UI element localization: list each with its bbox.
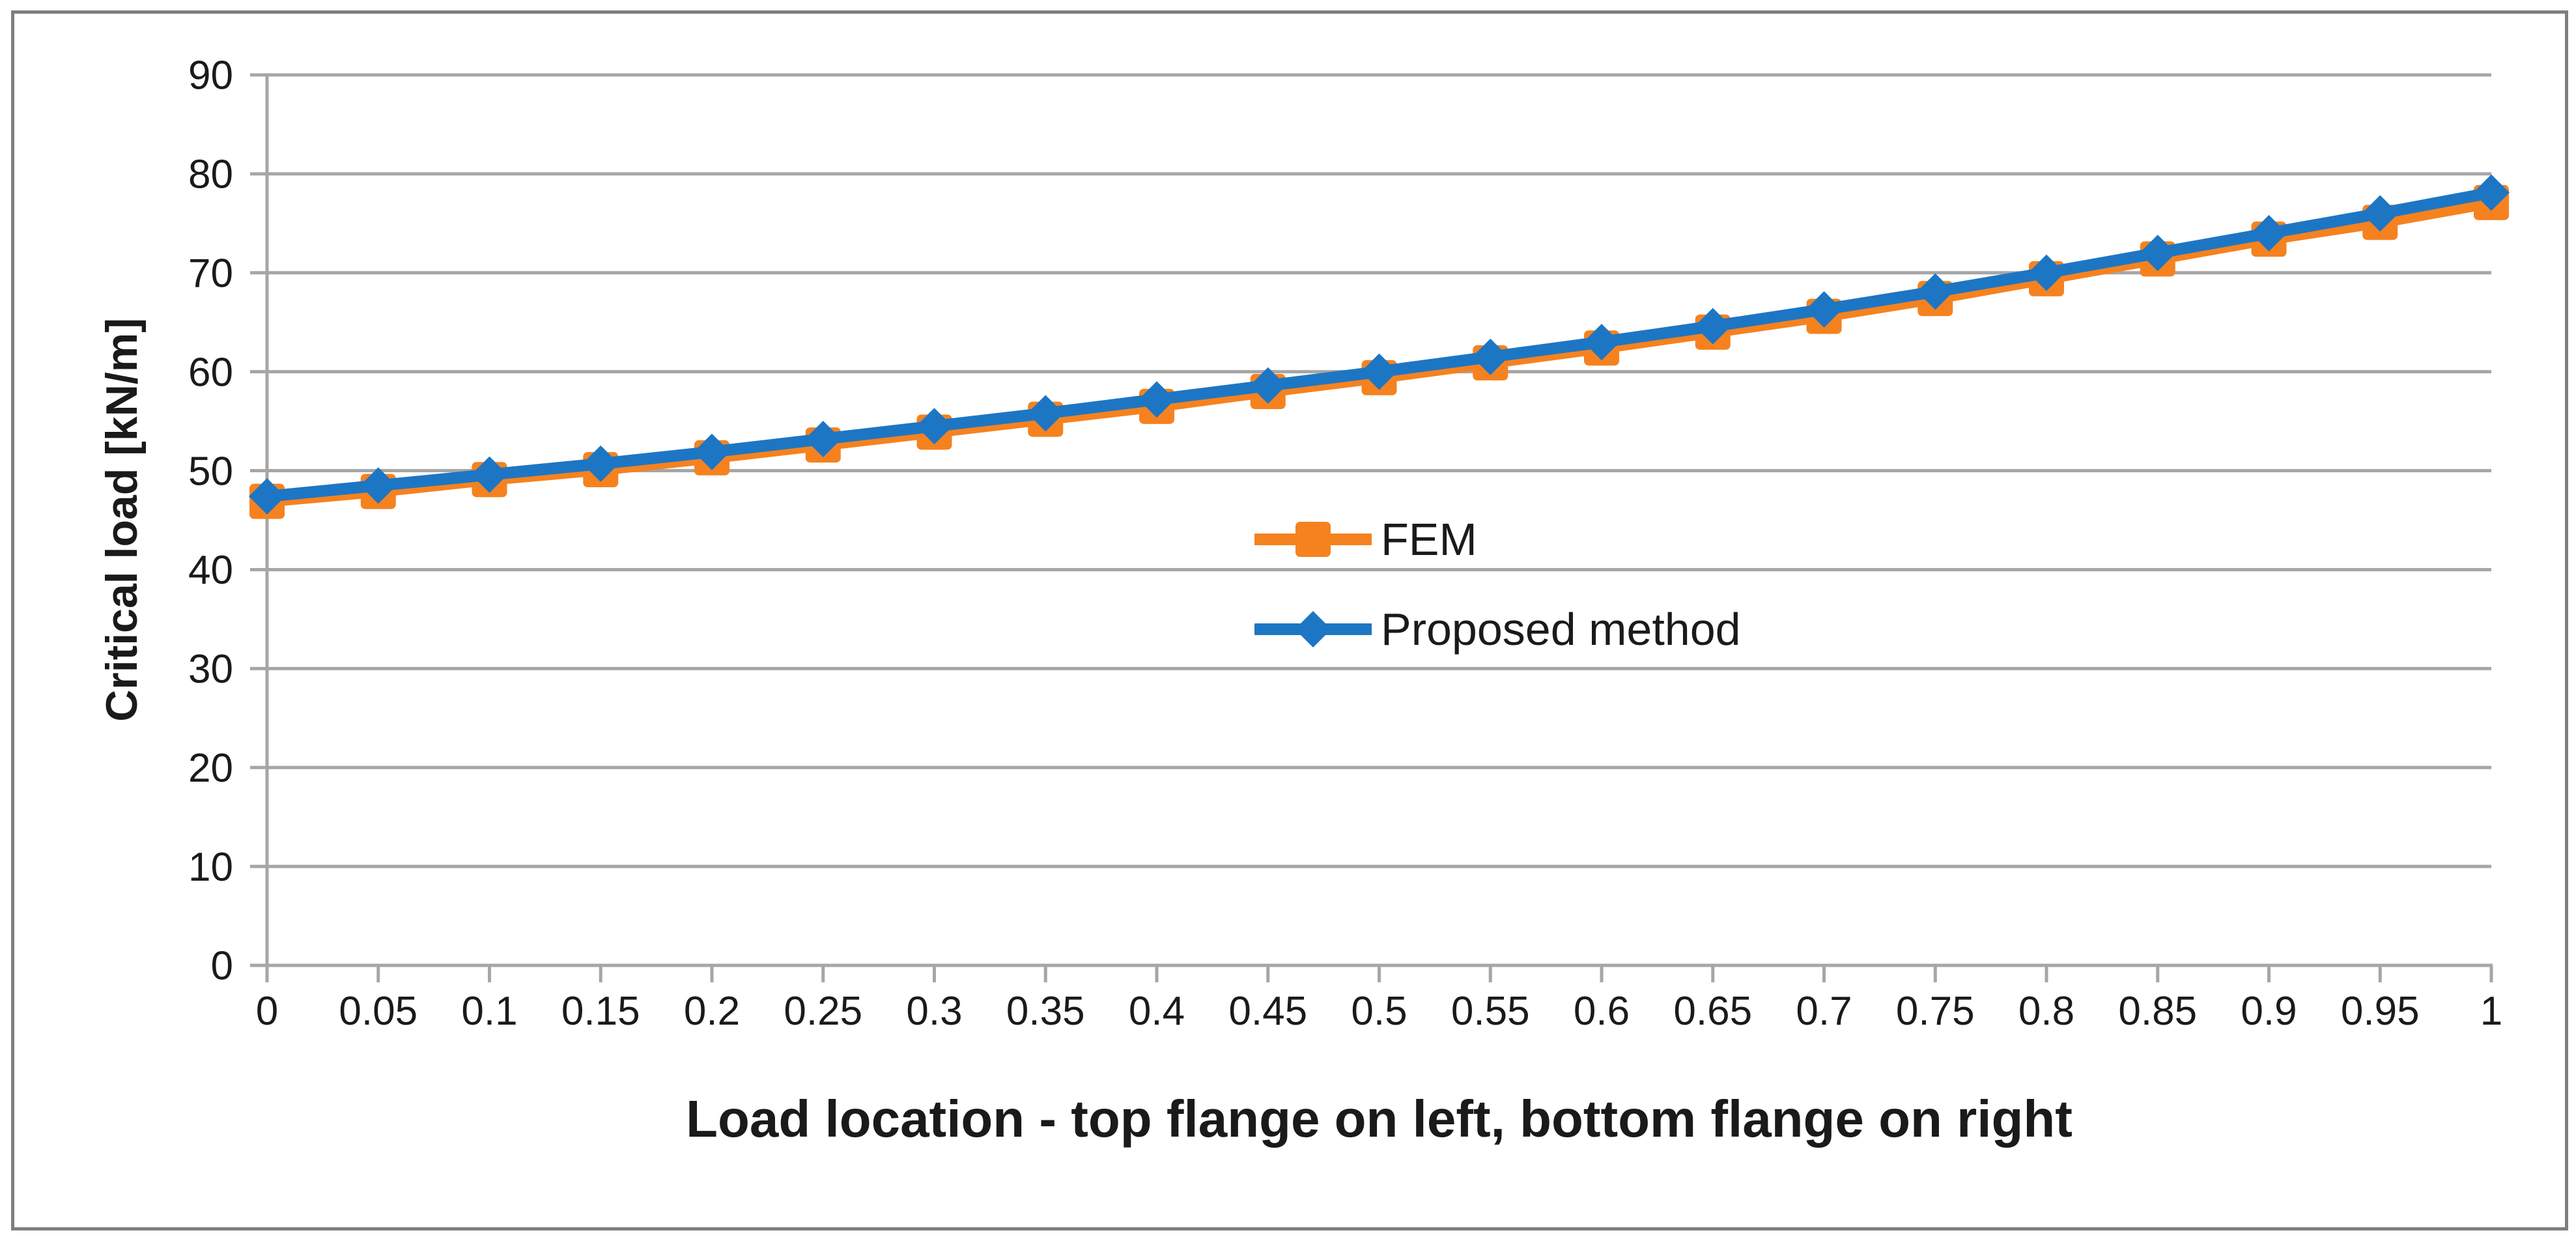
x-tick-label: 0.75: [1896, 989, 1975, 1034]
marker-diamond: [804, 420, 842, 457]
marker-diamond: [916, 408, 953, 445]
x-tick-label: 0.2: [684, 989, 740, 1034]
x-tick-label: 0.8: [2018, 989, 2074, 1034]
x-tick-label: 0.45: [1228, 989, 1307, 1034]
y-tick-label: 50: [188, 449, 233, 494]
marker-diamond: [1805, 291, 1843, 328]
marker-diamond: [249, 478, 285, 515]
x-tick-label: 0.5: [1351, 989, 1407, 1034]
marker-diamond: [1139, 381, 1175, 418]
x-tick-label: 0.4: [1129, 989, 1185, 1034]
marker-diamond: [2250, 215, 2287, 252]
marker-diamond: [1583, 324, 1620, 361]
x-axis-title: Load location - top flange on left, bott…: [686, 1090, 2073, 1148]
x-tick-label: 0.6: [1574, 989, 1630, 1034]
marker-diamond: [2139, 235, 2176, 272]
x-tick-label: 0.3: [906, 989, 962, 1034]
x-tick-label: 1: [2480, 989, 2502, 1034]
marker-diamond: [360, 467, 397, 504]
y-tick-label: 80: [188, 152, 233, 197]
x-tick-label: 0.85: [2118, 989, 2197, 1034]
legend-item-fem: FEM: [1254, 509, 1741, 569]
x-tick-label: 0.05: [339, 989, 418, 1034]
legend: FEM Proposed method: [1254, 509, 1741, 659]
y-axis-title: Critical load [kN/m]: [97, 318, 147, 722]
y-tick-label: 70: [188, 251, 233, 296]
y-tick-label: 40: [188, 548, 233, 593]
marker-diamond: [1694, 307, 1731, 345]
legend-label-proposed-method: Proposed method: [1381, 604, 1741, 655]
marker-diamond: [1472, 338, 1509, 375]
marker-diamond: [1249, 367, 1286, 404]
y-tick-label: 30: [188, 647, 233, 692]
marker-diamond: [2362, 195, 2399, 232]
marker-diamond: [471, 456, 508, 493]
x-tick-label: 0.7: [1796, 989, 1852, 1034]
legend-item-proposed-method: Proposed method: [1254, 599, 1741, 659]
marker-diamond: [694, 433, 730, 470]
marker-diamond: [1361, 353, 1398, 390]
marker-diamond: [2028, 254, 2065, 291]
y-tick-label: 0: [211, 944, 233, 989]
x-tick-label: 0.55: [1451, 989, 1530, 1034]
marker-diamond: [1917, 273, 1954, 310]
x-tick-label: 0.25: [784, 989, 862, 1034]
fem-series-marker-icon: [1254, 522, 1372, 557]
y-tick-label: 20: [188, 746, 233, 791]
marker-diamond: [1027, 395, 1064, 432]
y-tick-label: 10: [188, 845, 233, 890]
y-tick-label: 60: [188, 350, 233, 395]
x-tick-label: 0.65: [1673, 989, 1752, 1034]
x-tick-label: 0.9: [2241, 989, 2297, 1034]
marker-diamond: [582, 445, 619, 482]
proposed-method-series-marker-icon: [1254, 611, 1372, 647]
legend-label-fem: FEM: [1381, 514, 1477, 565]
x-tick-label: 0.35: [1006, 989, 1085, 1034]
x-tick-label: 0.15: [561, 989, 640, 1034]
x-tick-label: 0: [256, 989, 278, 1034]
chart-figure: 0 10 20 30 40 50 60 70 80 90 0 0.05 0.1 0.15 0.2 0.25 0.…: [11, 10, 2568, 1230]
x-tick-label: 0.1: [461, 989, 517, 1034]
marker-diamond: [2473, 174, 2510, 211]
x-tick-label: 0.95: [2341, 989, 2420, 1034]
y-tick-label: 90: [188, 53, 233, 98]
